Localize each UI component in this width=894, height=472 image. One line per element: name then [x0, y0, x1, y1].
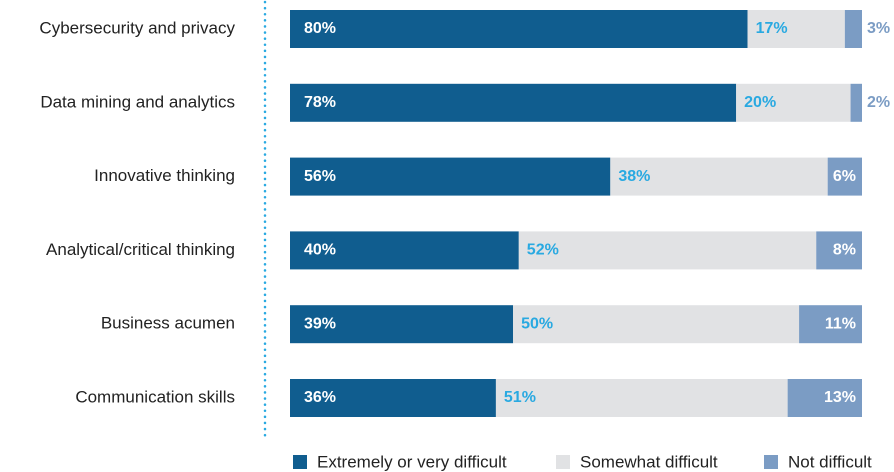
category-label: Cybersecurity and privacy [39, 18, 235, 37]
value-label: 2% [867, 94, 890, 111]
value-label: 13% [824, 389, 856, 406]
value-label: 20% [744, 94, 776, 111]
value-label: 11% [825, 315, 856, 332]
bar-segment [290, 83, 737, 122]
bar-segment [736, 83, 851, 122]
bar-segment [787, 379, 862, 417]
legend-swatch [556, 455, 570, 469]
legend-label: Not difficult [788, 452, 872, 471]
bar-segment [850, 83, 862, 122]
bar-segment [816, 231, 862, 270]
category-label: Business acumen [101, 314, 235, 333]
bar-segment [290, 305, 514, 344]
category-label: Analytical/critical thinking [46, 240, 235, 259]
value-label: 40% [304, 242, 336, 259]
value-label: 39% [304, 315, 336, 332]
bar-segment [290, 157, 611, 196]
value-label: 80% [304, 20, 336, 37]
bar-segment [827, 157, 862, 196]
bar-segment [290, 379, 496, 417]
value-label: 6% [833, 168, 856, 185]
bar-segment [799, 305, 862, 344]
legend-swatch [764, 455, 778, 469]
bar-segment [610, 157, 828, 196]
legend-swatch [293, 455, 307, 469]
value-label: 36% [304, 389, 336, 406]
legend-label: Extremely or very difficult [317, 452, 507, 471]
value-label: 52% [527, 242, 559, 259]
value-label: 3% [867, 20, 890, 37]
bar-segment [290, 231, 519, 270]
bar-segment [747, 10, 845, 48]
bar-segment [513, 305, 800, 344]
value-label: 56% [304, 168, 336, 185]
value-label: 50% [521, 315, 553, 332]
value-label: 8% [833, 242, 856, 259]
value-label: 51% [504, 389, 536, 406]
bar-segment [844, 10, 862, 48]
value-label: 78% [304, 94, 336, 111]
bar-segment [518, 231, 817, 270]
bar-segment [290, 10, 748, 48]
bar-segment [495, 379, 788, 417]
value-label: 38% [618, 168, 650, 185]
category-label: Communication skills [75, 387, 235, 406]
legend-label: Somewhat difficult [580, 452, 718, 471]
category-label: Innovative thinking [94, 166, 235, 185]
category-label: Data mining and analytics [40, 92, 235, 111]
value-label: 17% [756, 20, 788, 37]
